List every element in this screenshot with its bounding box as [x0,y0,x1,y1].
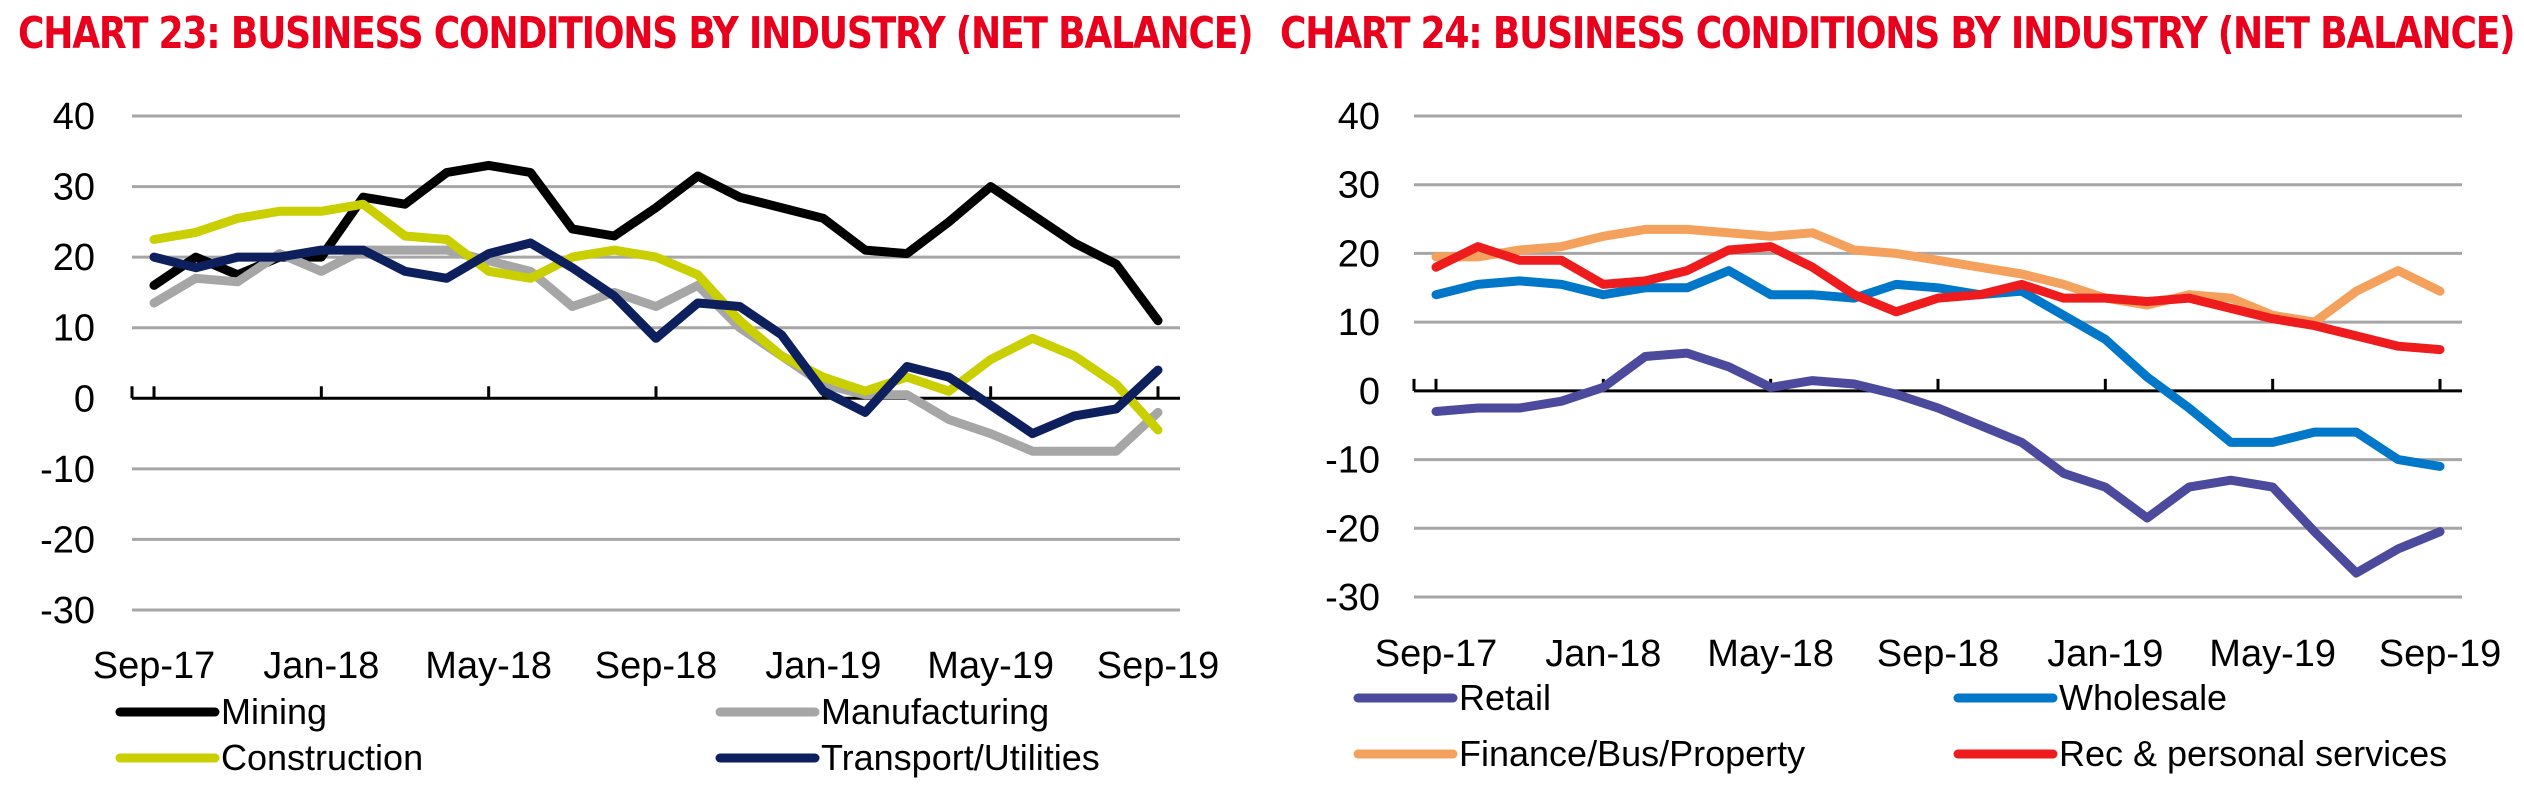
y-tick-label: 30 [1338,165,1380,207]
series-line-retail [1431,348,2445,578]
x-tick-label: Sep-18 [595,645,718,687]
legend-label: Transport/Utilities [821,737,1100,778]
legend-item: Wholesale [1953,677,2227,718]
series-line-construction [149,199,1163,435]
series-line-wholesale [1431,266,2445,471]
legend-item: Finance/Bus/Property [1353,733,1805,774]
x-tick-label: Sep-17 [1375,633,1498,675]
chart-23: 40 30 20 10 0 -10 -20 -30 Sep-17 Jan-18 May-18 Sep-… [40,96,1220,778]
legend-item: Rec & personal services [1953,733,2447,774]
legend-item: Retail [1353,677,1551,718]
legend-item: Transport/Utilities [715,737,1100,778]
series-line-transport-utilities [149,238,1163,439]
legend-label: Finance/Bus/Property [1459,733,1805,774]
legend-label: Wholesale [2059,677,2227,718]
x-tick-label: May-18 [425,645,552,687]
chart-title: CHART 24: BUSINESS CONDITIONS BY INDUSTR… [1280,8,2516,59]
legend-label: Construction [221,737,423,778]
y-tick-label: 0 [1359,371,1380,413]
x-tick-label: May-19 [927,645,1054,687]
y-tick-label: 20 [1338,233,1380,275]
y-tick-label: 10 [53,308,95,350]
x-tick-label: Sep-17 [93,645,216,687]
legend-label: Mining [221,691,327,732]
legend-label: Rec & personal services [2059,733,2447,774]
x-tick-label: Sep-18 [1877,633,2000,675]
legend-item: Mining [115,691,327,732]
x-tick-label: Jan-18 [1545,633,1661,675]
x-tick-label: May-19 [2209,633,2336,675]
y-tick-label: -20 [40,519,95,561]
x-tick-label: May-18 [1707,633,1834,675]
y-tick-label: 40 [53,96,95,138]
x-tick-label: Jan-19 [2047,633,2163,675]
x-tick-label: Sep-19 [1097,645,1220,687]
chart-24: 40 30 20 10 0 -10 -20 -30 Sep-17 Jan-18 May-18 Sep-… [1325,96,2502,774]
y-tick-label: -10 [40,449,95,491]
legend-item: Construction [115,737,423,778]
y-tick-label: -20 [1325,508,1380,550]
y-tick-label: 20 [53,237,95,279]
series-line-mining [149,160,1163,326]
y-tick-label: 30 [53,167,95,209]
x-tick-label: Jan-19 [765,645,881,687]
x-tick-label: Jan-18 [263,645,379,687]
y-tick-label: 10 [1338,302,1380,344]
x-tick-label: Sep-19 [2379,633,2502,675]
chart-24-panel: CHART 24: BUSINESS CONDITIONS BY INDUSTR… [1262,0,2524,801]
y-tick-label: -30 [1325,577,1380,619]
legend-item: Manufacturing [715,691,1049,732]
y-tick-label: -10 [1325,440,1380,482]
series-line-manufacturing [149,245,1163,456]
legend-label: Retail [1459,677,1551,718]
series-line-rec-personal-services [1431,242,2445,355]
y-tick-label: 40 [1338,96,1380,138]
y-tick-label: -30 [40,590,95,632]
legend-label: Manufacturing [821,691,1049,732]
chart-title: CHART 23: BUSINESS CONDITIONS BY INDUSTR… [18,8,1254,59]
y-tick-label: 0 [74,378,95,420]
chart-23-panel: CHART 23: BUSINESS CONDITIONS BY INDUSTR… [18,8,1254,778]
